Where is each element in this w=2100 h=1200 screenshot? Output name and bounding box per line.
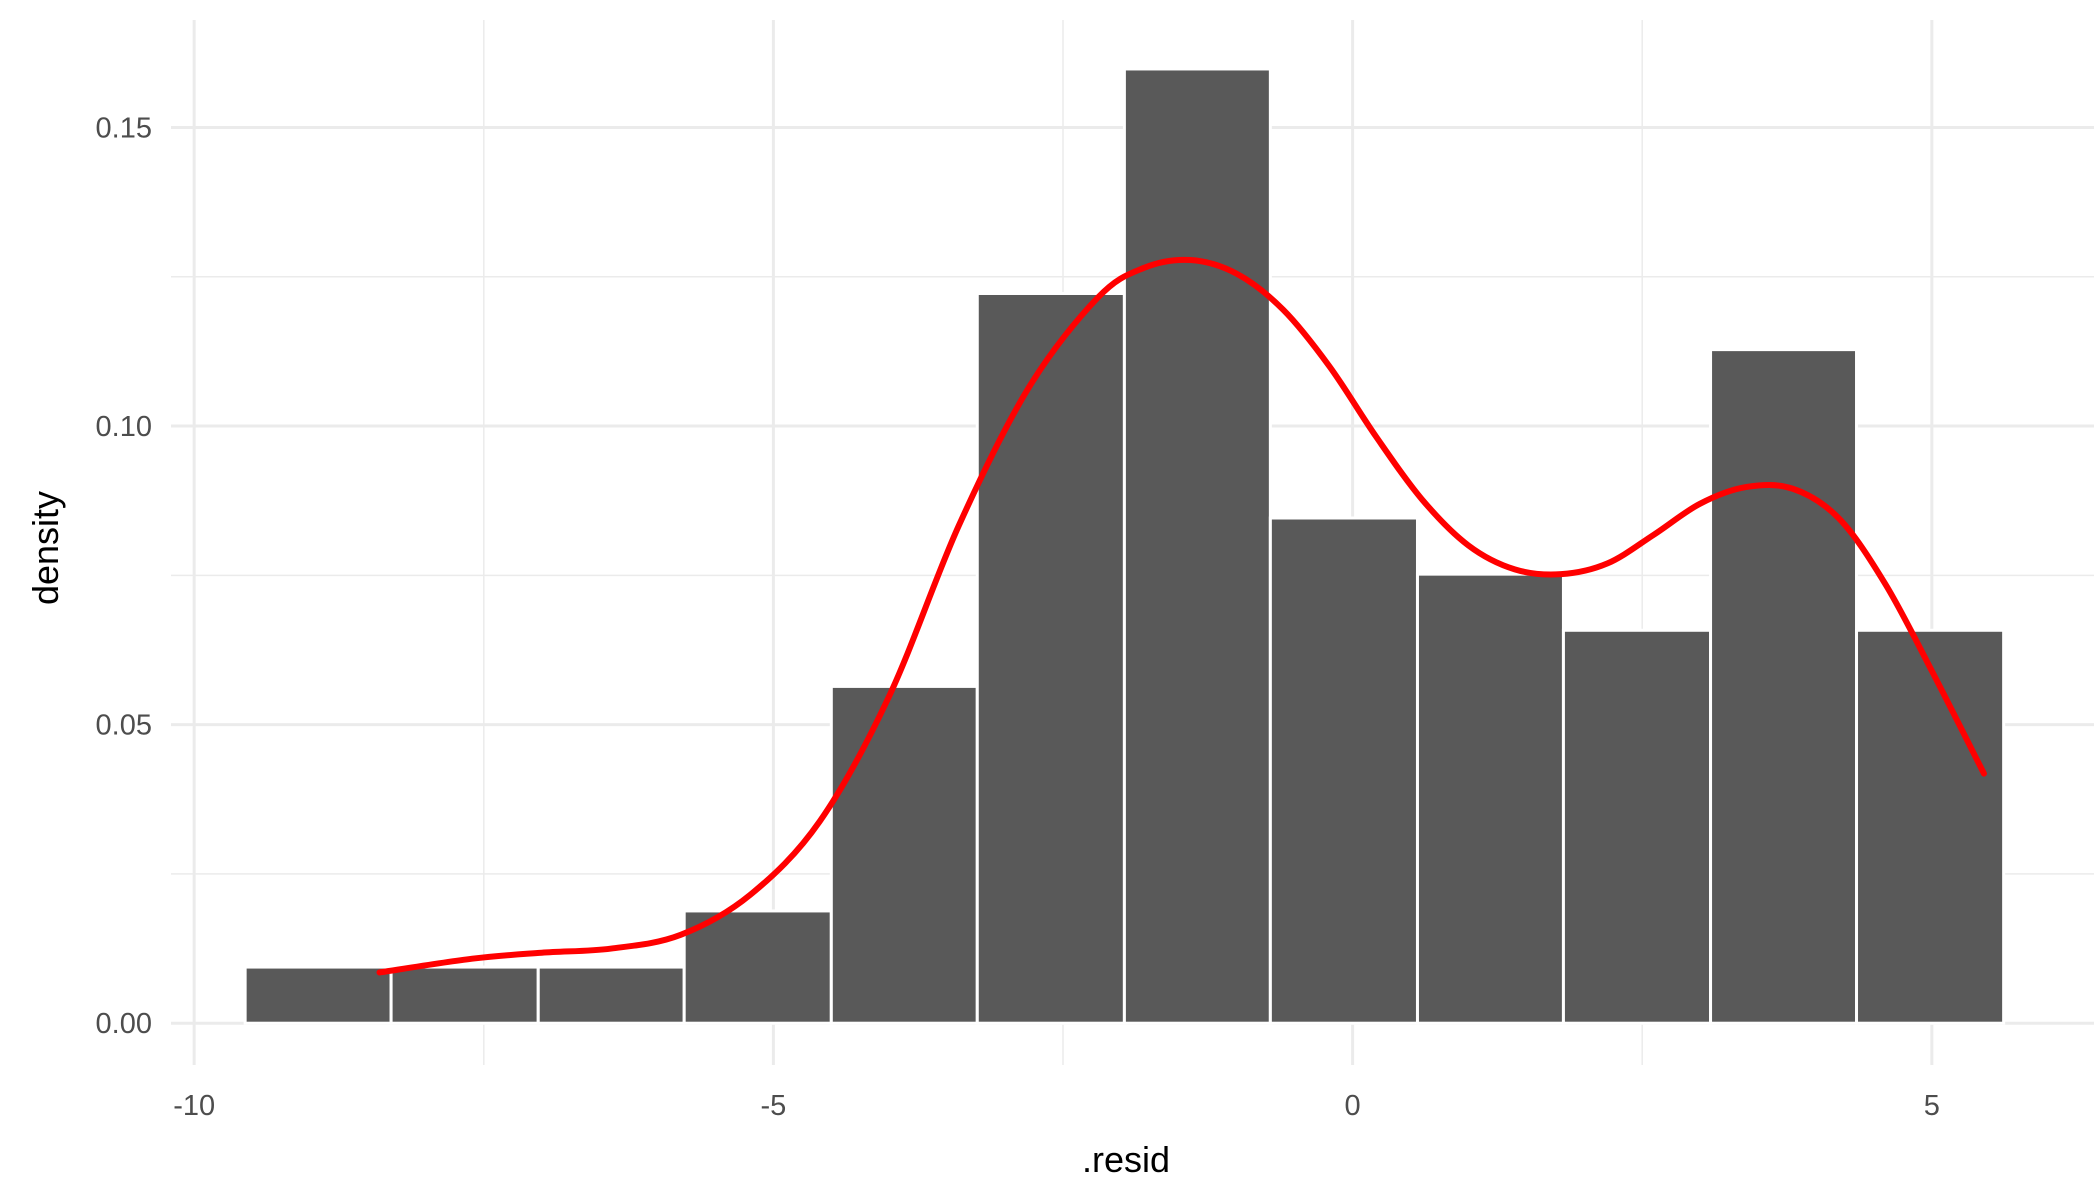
- histogram-bar: [1709, 348, 1859, 1025]
- histogram-bar: [1415, 572, 1565, 1025]
- histogram-bar: [536, 965, 686, 1025]
- density-curve-layer: [376, 256, 1987, 976]
- histogram-bar: [389, 965, 540, 1025]
- tick-labels: -10 -5 0 5 0.00 0.05 0.10 0.15: [96, 112, 1940, 1122]
- histogram-bar: [1122, 67, 1272, 1025]
- y-tick-label: 0.15: [96, 112, 152, 144]
- x-tick-label: -10: [173, 1090, 215, 1122]
- histogram-bars: [243, 67, 2006, 1025]
- y-tick-label: 0.05: [96, 710, 152, 742]
- histogram-bar: [1855, 628, 2006, 1025]
- x-tick-label: 0: [1345, 1090, 1361, 1122]
- y-axis-title: density: [25, 491, 66, 605]
- histogram-bar: [243, 965, 393, 1025]
- x-tick-label: -5: [760, 1090, 786, 1122]
- x-tick-label: 5: [1924, 1090, 1940, 1122]
- histogram-bar: [1561, 628, 1713, 1025]
- histogram-bar: [1268, 516, 1419, 1025]
- y-tick-label: 0.00: [96, 1008, 152, 1040]
- histogram-bar: [829, 684, 979, 1025]
- histogram-bar: [682, 909, 833, 1025]
- x-axis-title: .resid: [1082, 1139, 1170, 1180]
- y-tick-label: 0.10: [96, 411, 152, 443]
- histogram-bar: [975, 291, 1126, 1025]
- density-curve-line: [376, 256, 1987, 976]
